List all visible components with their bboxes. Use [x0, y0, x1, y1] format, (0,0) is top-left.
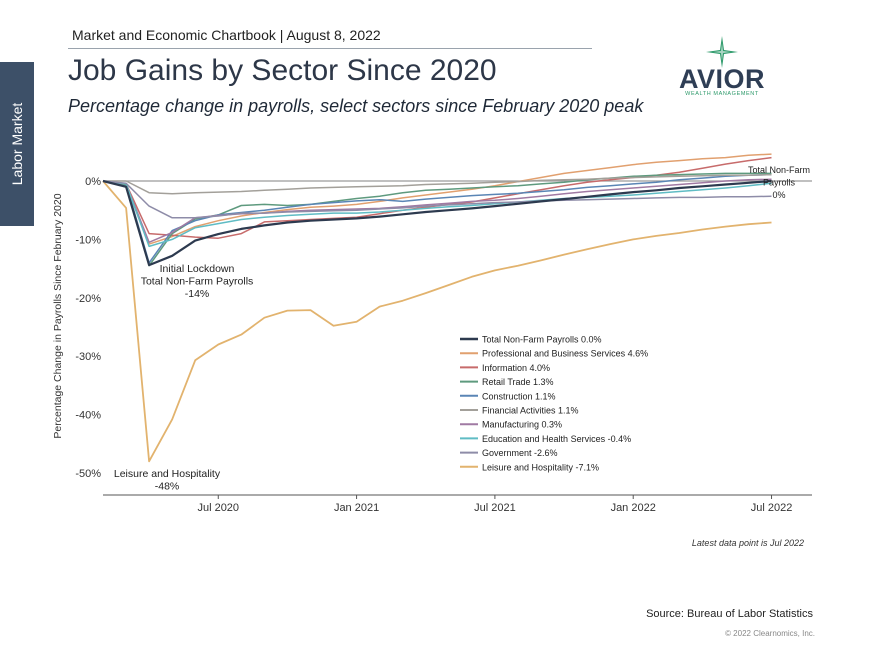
logo-tagline: WEALTH MANAGEMENT: [685, 91, 759, 97]
x-tick-label: Jul 2022: [751, 502, 793, 514]
annotation-leisure-low: -48%: [155, 481, 180, 493]
y-tick-label: -40%: [75, 410, 101, 422]
chartbook-header: Market and Economic Chartbook | August 8…: [72, 27, 381, 43]
series-line: [102, 180, 772, 248]
legend-group: Total Non-Farm Payrolls 0.0% Professional…: [460, 335, 648, 472]
x-tick-label: Jan 2022: [611, 502, 656, 514]
legend-entry: Financial Activities 1.1%: [482, 406, 579, 416]
series-line: [102, 180, 772, 219]
y-tick-label: -20%: [75, 293, 101, 305]
y-tick-label: -30%: [75, 351, 101, 363]
legend-entry: Construction 1.1%: [482, 391, 556, 401]
y-tick-label: -10%: [75, 234, 101, 246]
annotation-initial-lockdown: Initial Lockdown: [160, 263, 235, 275]
annotation-total-latest: 0%: [772, 190, 785, 200]
avior-logo: AVIOR WEALTH MANAGEMENT: [672, 36, 772, 100]
legend-entry: Information 4.0%: [482, 363, 550, 373]
legend-entry: Retail Trade 1.3%: [482, 377, 554, 387]
annotation-leisure-low: Leisure and Hospitality: [114, 468, 221, 480]
series-line: [102, 180, 772, 463]
annotation-initial-lockdown: Total Non-Farm Payrolls: [141, 276, 254, 288]
x-tick-label: Jan 2021: [334, 502, 379, 514]
series-line: [103, 173, 772, 195]
legend-entry: Professional and Business Services 4.6%: [482, 349, 648, 359]
series-line: [102, 153, 772, 245]
chart-title: Job Gains by Sector Since 2020: [68, 54, 497, 87]
x-tick-label: Jul 2020: [197, 502, 239, 514]
chart-subtitle: Percentage change in payrolls, select se…: [68, 96, 644, 116]
x-tick-label: Jul 2021: [474, 502, 516, 514]
section-tab-labor-market: Labor Market: [0, 62, 34, 226]
legend-entry: Total Non-Farm Payrolls 0.0%: [482, 335, 602, 345]
annotation-initial-lockdown: -14%: [185, 288, 210, 300]
logo-wordmark: AVIOR: [678, 64, 765, 94]
y-tick-label: -50%: [75, 468, 101, 480]
legend-entry: Education and Health Services -0.4%: [482, 434, 631, 444]
annotation-total-latest: Total Non-Farm: [748, 165, 810, 175]
series-line: [102, 172, 772, 267]
series-lines-group: [102, 153, 772, 463]
copyright-note: © 2022 Clearnomics, Inc.: [725, 629, 815, 638]
header-divider: [68, 48, 592, 49]
legend-entry: Leisure and Hospitality -7.1%: [482, 462, 599, 472]
compass-star-icon: [706, 36, 738, 68]
axes-group: 0% -10% -20% -30% -40% -50% Jul 2020 Jan 2021 Ju…: [75, 176, 812, 514]
series-line: [102, 179, 772, 267]
latest-data-footnote: Latest data point is Jul 2022: [692, 538, 804, 548]
y-tick-label: 0%: [85, 176, 101, 188]
legend-entry: Manufacturing 0.3%: [482, 420, 562, 430]
annotation-total-latest: Payrolls: [763, 178, 796, 188]
legend-entry: Government -2.6%: [482, 448, 558, 458]
y-axis-title: Percentage Change in Payrolls Since Febr…: [52, 193, 64, 438]
source-note: Source: Bureau of Labor Statistics: [646, 608, 813, 620]
